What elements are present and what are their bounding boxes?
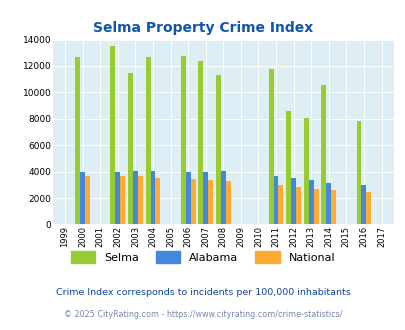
Bar — [110, 46, 115, 224]
Text: Selma Property Crime Index: Selma Property Crime Index — [93, 21, 312, 35]
Bar — [115, 172, 120, 224]
Bar — [128, 73, 132, 224]
Bar — [138, 176, 143, 224]
Bar — [268, 69, 273, 224]
Bar — [75, 57, 80, 224]
Bar — [365, 192, 371, 224]
Bar — [313, 189, 318, 224]
Bar — [330, 190, 335, 224]
Bar — [286, 111, 290, 224]
Bar — [203, 172, 208, 224]
Bar — [326, 183, 330, 224]
Bar — [321, 85, 326, 224]
Bar — [278, 185, 283, 224]
Bar — [155, 178, 160, 224]
Bar — [303, 118, 308, 224]
Bar — [198, 61, 203, 224]
Bar — [220, 171, 225, 224]
Bar — [145, 57, 150, 224]
Bar — [225, 181, 230, 224]
Bar — [356, 121, 360, 224]
Text: Crime Index corresponds to incidents per 100,000 inhabitants: Crime Index corresponds to incidents per… — [55, 287, 350, 297]
Bar — [208, 180, 213, 224]
Bar — [80, 172, 85, 224]
Bar — [273, 176, 278, 224]
Bar — [190, 179, 195, 224]
Bar — [215, 75, 220, 224]
Bar — [290, 178, 295, 224]
Text: © 2025 CityRating.com - https://www.cityrating.com/crime-statistics/: © 2025 CityRating.com - https://www.city… — [64, 310, 341, 319]
Bar — [360, 185, 365, 224]
Bar — [120, 176, 125, 224]
Bar — [308, 180, 313, 224]
Bar — [185, 172, 190, 224]
Bar — [180, 56, 185, 224]
Legend: Selma, Alabama, National: Selma, Alabama, National — [71, 251, 334, 263]
Bar — [85, 176, 90, 224]
Bar — [132, 171, 138, 224]
Bar — [295, 187, 300, 224]
Bar — [150, 171, 155, 224]
